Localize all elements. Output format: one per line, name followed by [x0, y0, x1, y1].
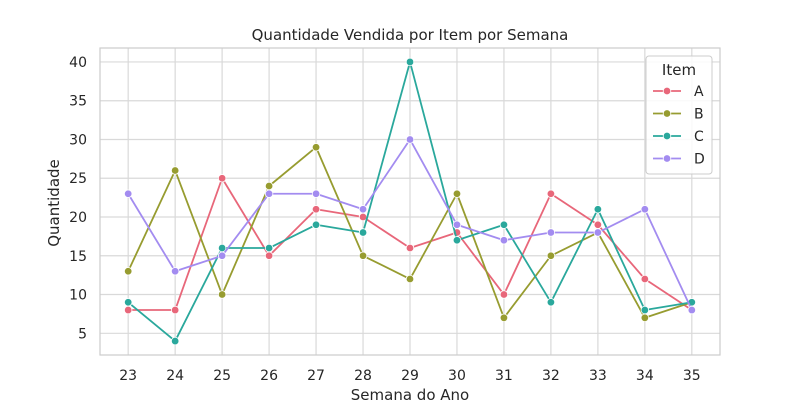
legend-marker — [662, 86, 672, 96]
chart-title: Quantidade Vendida por Item por Semana — [252, 26, 569, 44]
legend-box — [645, 55, 713, 175]
x-tick-label: 32 — [542, 368, 560, 384]
data-point-B — [640, 313, 650, 322]
data-point-C — [311, 220, 321, 229]
data-point-C — [593, 205, 603, 214]
y-tick-label: 5 — [78, 326, 87, 342]
x-tick-label: 30 — [448, 368, 466, 384]
y-axis-label: Quantidade — [45, 159, 63, 247]
data-point-B — [546, 251, 556, 260]
legend-marker — [662, 154, 672, 163]
x-tick-label: 35 — [683, 368, 701, 384]
data-point-D — [499, 236, 509, 245]
y-tick-label: 25 — [69, 171, 87, 187]
legend-item-A: A — [653, 84, 704, 100]
data-point-A — [593, 220, 603, 229]
y-tick-label: 10 — [69, 288, 87, 304]
data-point-A — [123, 305, 133, 315]
legend-marker — [662, 109, 672, 118]
data-point-C — [358, 228, 368, 237]
data-point-D — [452, 220, 462, 229]
data-point-D — [687, 305, 697, 315]
data-point-D — [311, 189, 321, 198]
data-point-D — [217, 251, 227, 260]
data-point-C — [170, 336, 180, 346]
data-point-B — [217, 290, 227, 299]
legend-item-C: C — [653, 129, 704, 145]
data-point-D — [640, 205, 650, 214]
legend-title: Item — [662, 61, 696, 79]
y-tick-label: 15 — [69, 249, 87, 265]
x-tick-label: 31 — [495, 368, 513, 384]
data-point-B — [170, 166, 180, 175]
legend-label: B — [694, 107, 704, 123]
data-point-D — [264, 189, 274, 198]
data-point-D — [593, 228, 603, 237]
data-point-A — [170, 305, 180, 315]
plot-area — [99, 47, 721, 356]
data-point-B — [452, 189, 462, 198]
legend-label: C — [694, 129, 704, 145]
x-tick-label: 28 — [354, 368, 372, 384]
data-point-A — [499, 290, 509, 299]
legend-label: D — [694, 152, 705, 168]
data-point-B — [311, 143, 321, 152]
x-tick-label: 25 — [213, 368, 231, 384]
data-point-A — [405, 243, 415, 253]
data-point-C — [217, 243, 227, 253]
y-tick-label: 40 — [69, 55, 87, 71]
data-point-A — [217, 174, 227, 183]
x-tick-label: 26 — [260, 368, 278, 384]
data-point-C — [123, 298, 133, 307]
data-point-C — [452, 236, 462, 245]
data-point-D — [405, 135, 415, 144]
y-tick-label: 30 — [69, 132, 87, 148]
data-point-B — [123, 267, 133, 276]
data-point-C — [546, 298, 556, 307]
x-tick-label: 29 — [401, 368, 419, 384]
x-tick-label: 24 — [166, 368, 184, 384]
data-point-A — [546, 189, 556, 198]
series-D — [123, 135, 697, 315]
data-point-A — [311, 205, 321, 214]
data-point-D — [123, 189, 133, 198]
x-tick-label: 27 — [307, 368, 325, 384]
legend-item-B: B — [653, 107, 704, 123]
legend-item-D: D — [653, 152, 705, 168]
data-point-B — [264, 181, 274, 191]
data-point-A — [264, 251, 274, 260]
data-point-B — [499, 313, 509, 322]
data-point-B — [405, 274, 415, 284]
data-point-D — [170, 267, 180, 276]
data-point-D — [546, 228, 556, 237]
y-tick-label: 20 — [69, 210, 87, 226]
legend-marker — [662, 131, 672, 141]
x-tick-label: 33 — [589, 368, 607, 384]
x-axis-label: Semana do Ano — [351, 386, 469, 400]
data-point-C — [499, 220, 509, 229]
series-lines — [123, 57, 697, 346]
x-tick-label: 34 — [636, 368, 654, 384]
y-axis-ticks: 5 10 15 20 25 30 35 40 — [69, 55, 87, 342]
data-point-C — [640, 305, 650, 315]
legend-label: A — [694, 84, 704, 100]
data-point-D — [358, 205, 368, 214]
y-tick-label: 35 — [69, 94, 87, 110]
x-axis-ticks: 23 24 25 26 27 28 29 30 31 32 33 34 35 — [119, 368, 700, 384]
x-tick-label: 23 — [119, 368, 137, 384]
grid — [100, 48, 720, 355]
data-point-A — [640, 274, 650, 284]
data-point-C — [405, 57, 415, 67]
data-point-C — [264, 243, 274, 253]
data-point-B — [358, 251, 368, 260]
